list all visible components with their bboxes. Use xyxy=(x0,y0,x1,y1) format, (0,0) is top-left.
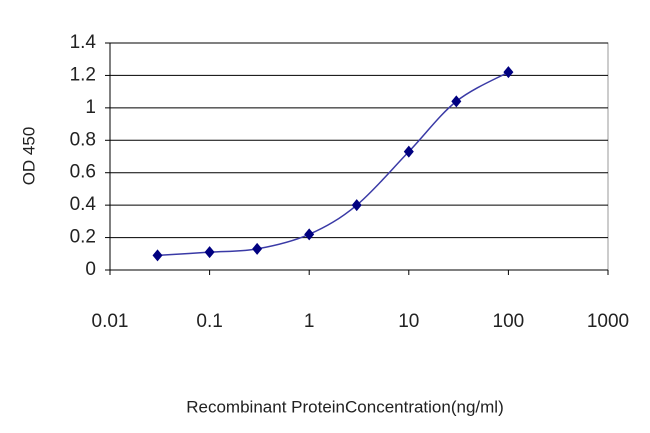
y-tick-label: 1.2 xyxy=(70,64,96,85)
y-tick-label: 1 xyxy=(85,97,96,118)
x-tick-label: 1 xyxy=(304,311,315,332)
y-tick-label: 0.6 xyxy=(70,162,96,183)
y-tick-label: 0.4 xyxy=(70,194,97,215)
x-tick-label: 0.01 xyxy=(92,311,129,332)
marker xyxy=(204,246,215,259)
series-line xyxy=(157,71,509,257)
x-tick-label: 10 xyxy=(398,311,419,332)
y-tick-label: 0.8 xyxy=(70,129,96,150)
y-tick-label: 0.2 xyxy=(70,227,96,248)
y-tick-label: 0 xyxy=(85,259,96,280)
x-axis-label: Recombinant ProteinConcentration(ng/ml) xyxy=(186,397,504,416)
y-tick-label: 1.4 xyxy=(70,32,97,53)
marker xyxy=(304,228,315,241)
plot-frame xyxy=(109,42,609,271)
marker xyxy=(351,199,362,212)
marker xyxy=(403,145,414,158)
x-tick-label: 1000 xyxy=(587,311,629,332)
y-axis-label: OD 450 xyxy=(19,127,38,186)
x-tick-label: 100 xyxy=(493,311,525,332)
x-tick-label: 0.1 xyxy=(196,311,222,332)
marker xyxy=(503,66,514,79)
marker xyxy=(252,242,263,255)
marker xyxy=(451,95,462,108)
marker xyxy=(152,249,163,262)
